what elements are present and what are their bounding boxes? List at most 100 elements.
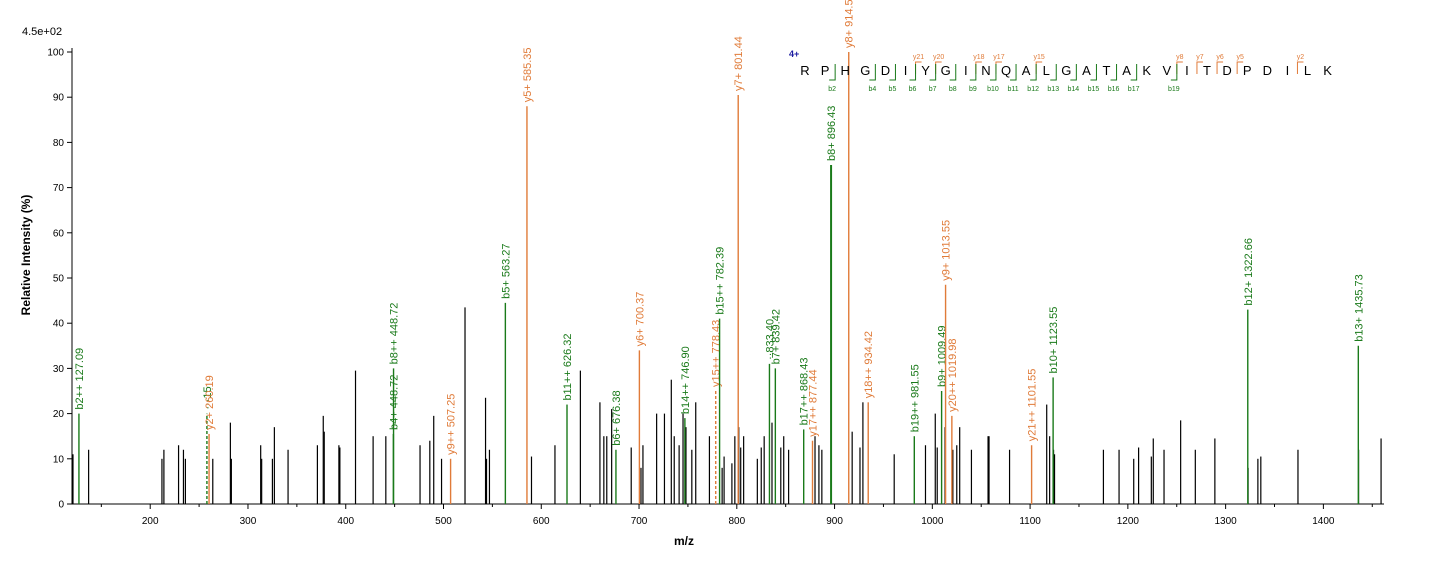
b-ion-peak-label: b15++ 782.39 xyxy=(715,247,727,315)
b-ion-bracket xyxy=(1030,64,1037,81)
y-axis-label: Relative Intensity (%) xyxy=(19,195,33,316)
sequence-residue: D xyxy=(1263,63,1272,78)
y-tick-label: 70 xyxy=(53,183,65,194)
x-tick-label: 200 xyxy=(142,516,159,527)
y-ion-peak-label: y21++ 1101.55 xyxy=(1027,369,1039,442)
b-ion-peak-label: b19++ 981.55 xyxy=(909,364,921,432)
b-ion-bracket xyxy=(909,64,917,81)
y-tick-label: 100 xyxy=(47,48,64,59)
b-ion-marker: b11 xyxy=(1007,86,1018,93)
sequence-residue: I xyxy=(904,63,908,78)
y-tick-label: 80 xyxy=(53,138,65,149)
y-axis-ticks: 0 10 20 30 40 50 60 70 80 90 100 xyxy=(47,48,72,511)
y-ion-peak-label: y17++ 877.44 xyxy=(808,369,820,436)
x-tick-label: 700 xyxy=(631,516,648,527)
b-ion-bracket xyxy=(1050,64,1057,81)
sequence-residue: Q xyxy=(1001,63,1011,78)
sequence-residue: G xyxy=(860,63,870,78)
y-ion-marker: y21 xyxy=(913,54,924,61)
b-ion-marker: b12 xyxy=(1027,86,1039,93)
b-ion-peak-label: b2++ 127.09 xyxy=(74,348,86,410)
y-tick-label: 0 xyxy=(58,500,64,511)
sequence-residue: K xyxy=(1142,63,1151,78)
x-axis-ticks: 200 300 400 500 600 700 800 900 1000 1100 1200 1300… xyxy=(100,504,1373,527)
b-ion-peak-label: ···15 xyxy=(202,386,214,409)
y-tick-label: 60 xyxy=(53,228,65,239)
y-ion-marker: y6 xyxy=(1216,54,1224,61)
y-ion-peak-label: y18++ 934.42 xyxy=(863,331,875,398)
y-ion-peak-label: y2+ 260.19 xyxy=(204,375,216,430)
y-ion-peak-label: y9++ 507.25 xyxy=(446,394,458,455)
y-ion-marker: y20 xyxy=(933,54,944,61)
sequence-residue: N xyxy=(981,63,990,78)
b-ion-peak-label: b6+ 676.38 xyxy=(611,390,623,445)
sequence-residue: H xyxy=(841,63,850,78)
b-ion-marker: b13 xyxy=(1047,86,1059,93)
b-ion-peak-label: b12+ 1322.66 xyxy=(1243,238,1255,306)
sequence-residue: I xyxy=(1286,63,1290,78)
axes xyxy=(71,48,1384,505)
x-tick-label: 1400 xyxy=(1312,516,1335,527)
sequence-residue: A xyxy=(1122,63,1131,78)
y-ion-marker: y8 xyxy=(1176,54,1184,61)
sequence-residue: I xyxy=(1185,63,1189,78)
b-ion-marker: b16 xyxy=(1108,86,1120,93)
x-tick-label: 500 xyxy=(435,516,452,527)
sequence-residue: T xyxy=(1103,63,1111,78)
x-tick-label: 300 xyxy=(240,516,257,527)
b-ion-peak-label: b11++ 626.32 xyxy=(562,333,574,400)
b-ion-bracket xyxy=(829,64,836,81)
y-ion-bracket xyxy=(1236,61,1244,74)
intensity-scale-label: 4.5e+02 xyxy=(22,26,62,38)
b-ion-peak-label: b13+ 1435.73 xyxy=(1353,274,1365,342)
y-ion-peak-label: y8+ 914.51 xyxy=(844,0,856,48)
sequence-residue: D xyxy=(881,63,890,78)
b-ion-marker: b5 xyxy=(889,86,897,93)
peak-series xyxy=(72,307,1382,504)
b-ion-bracket xyxy=(949,64,957,81)
b-ion-marker: b10 xyxy=(987,86,999,93)
x-tick-label: 1100 xyxy=(1019,516,1041,527)
b-ion-peak-label: ··833.40 xyxy=(764,319,776,360)
y-ion-marker: y17 xyxy=(993,54,1004,61)
y-ion-peak-label: y5+ 585.35 xyxy=(522,47,534,102)
b-ion-peak-label: b14++ 746.90 xyxy=(680,346,692,414)
x-tick-label: 800 xyxy=(728,516,745,527)
b-ion-bracket xyxy=(1110,64,1118,81)
b-ion-marker: b8 xyxy=(949,86,957,93)
charge-state-label: 4+ xyxy=(789,49,799,59)
b-ion-peak-label: b10+ 1123.55 xyxy=(1048,307,1060,374)
b-ion-peak-label: b4+ 448.72 xyxy=(388,375,400,430)
b-ion-marker: b17 xyxy=(1128,86,1140,93)
b-ion-bracket xyxy=(929,64,937,81)
b-ion-bracket xyxy=(1170,64,1178,81)
y-ion-marker: y2 xyxy=(1297,54,1305,61)
y-tick-label: 50 xyxy=(53,274,65,285)
y-ion-marker: y5 xyxy=(1236,54,1244,61)
b-ion-bracket xyxy=(889,64,896,81)
x-tick-label: 600 xyxy=(533,516,550,527)
x-axis-label: m/z xyxy=(674,534,694,548)
x-tick-label: 1000 xyxy=(921,516,944,527)
sequence-residue: R xyxy=(800,63,809,78)
sequence-residue: G xyxy=(941,63,951,78)
b-ion-bracket xyxy=(989,64,997,81)
b-ion-peak-label: b8++ 448.72 xyxy=(389,303,401,365)
x-tick-label: 1200 xyxy=(1117,516,1140,527)
y-ion-peak-label: y20++ 1019.98 xyxy=(947,338,959,411)
b-ion-marker: b19 xyxy=(1168,86,1180,93)
b-ion-bracket xyxy=(969,64,977,81)
b-ion-peak-label: b17++ 868.43 xyxy=(799,358,811,426)
b-ion-marker: b2 xyxy=(828,86,836,93)
y-ion-peak-label: y9+ 1013.55 xyxy=(941,220,953,281)
sequence-residue: V xyxy=(1162,63,1171,78)
sequence-residue: P xyxy=(1243,63,1252,78)
y-ion-bracket xyxy=(1196,61,1203,74)
y-ion-peak-label: y7+ 801.44 xyxy=(733,36,745,91)
sequence-residue: L xyxy=(1304,63,1311,78)
y-ion-marker: y18 xyxy=(973,54,984,61)
b-ion-bracket xyxy=(1010,64,1017,81)
sequence-residue: T xyxy=(1203,63,1211,78)
